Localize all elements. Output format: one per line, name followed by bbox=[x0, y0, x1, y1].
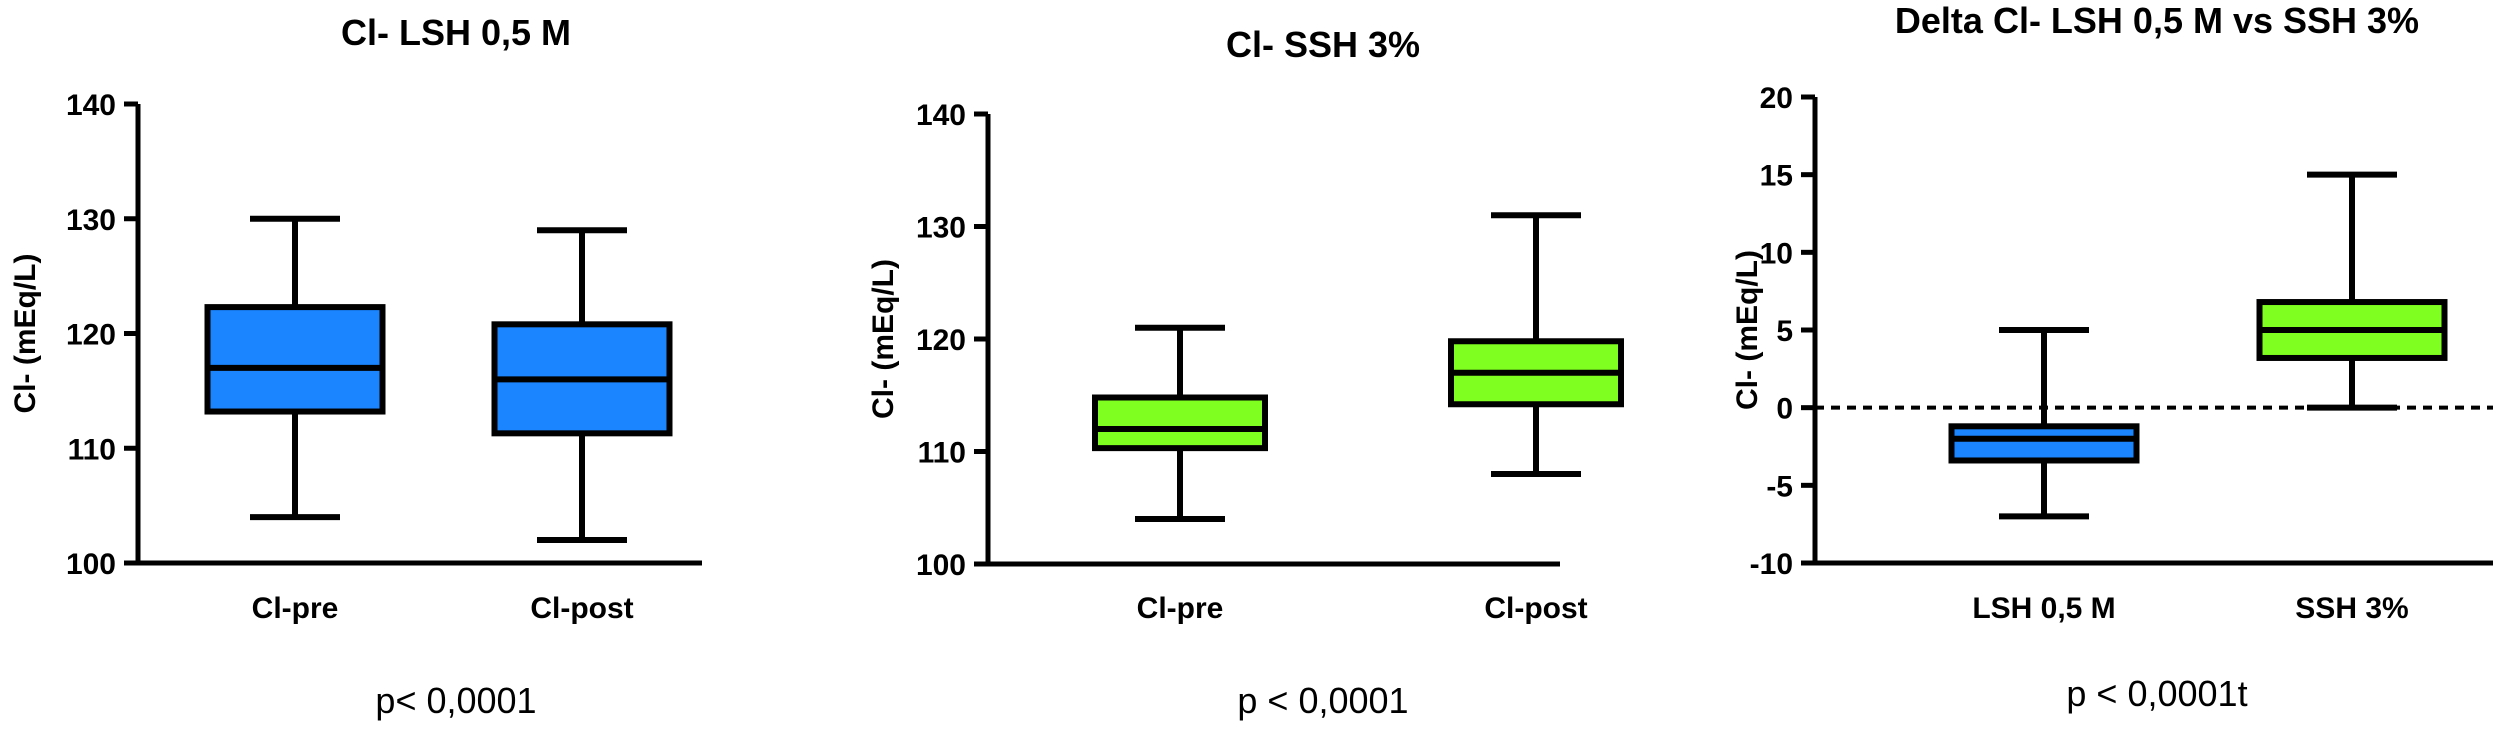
y-tick-label: 5 bbox=[1776, 315, 1793, 348]
y-axis-label: Cl- (mEq/L) bbox=[1731, 250, 1764, 410]
y-tick-label: 120 bbox=[916, 324, 966, 357]
y-tick-label: -10 bbox=[1750, 548, 1793, 581]
y-tick-label: 130 bbox=[66, 204, 116, 237]
x-category-label: Cl-pre bbox=[252, 592, 339, 625]
y-tick-label: 10 bbox=[1760, 237, 1793, 270]
box-cl-post: Cl-post bbox=[491, 227, 673, 625]
chart-title: Cl- LSH 0,5 M bbox=[341, 12, 571, 53]
chart-panel-1: Cl- LSH 0,5 M Cl- (mEq/L) 100 110 120 130 140 C… bbox=[9, 12, 702, 721]
x-category-label: Cl-pre bbox=[1137, 592, 1224, 625]
y-tick-label: 120 bbox=[66, 319, 116, 352]
box-cl-pre: Cl-pre bbox=[1092, 324, 1268, 625]
p-value-annotation: p < 0,0001t bbox=[2066, 673, 2247, 714]
chart-panel-2: Cl- SSH 3% Cl- (mEq/L) 100 110 120 130 140 Cl-p… bbox=[867, 24, 1624, 721]
iqr-box bbox=[1948, 423, 2140, 464]
box-lsh-0-5-m: LSH 0,5 M bbox=[1948, 327, 2140, 625]
y-tick-label: 20 bbox=[1760, 82, 1793, 115]
p-value-annotation: p < 0,0001 bbox=[1237, 680, 1408, 721]
y-axis-label: Cl- (mEq/L) bbox=[9, 254, 42, 414]
y-tick-label: 15 bbox=[1760, 160, 1793, 193]
y-tick-label: 100 bbox=[66, 548, 116, 581]
y-tick-label: 140 bbox=[916, 99, 966, 132]
box-cl-post: Cl-post bbox=[1448, 212, 1624, 625]
x-category-label: LSH 0,5 M bbox=[1972, 592, 2115, 625]
y-tick-label: 110 bbox=[918, 437, 966, 470]
y-tick-label: 110 bbox=[68, 433, 116, 466]
y-tick-label: 140 bbox=[66, 89, 116, 122]
chart-title: Cl- SSH 3% bbox=[1226, 24, 1420, 65]
chart-panel-3: Delta Cl- LSH 0,5 M vs SSH 3% Cl- (mEq/L)… bbox=[1731, 0, 2493, 714]
box-cl-pre: Cl-pre bbox=[204, 215, 386, 625]
y-tick-label: -5 bbox=[1766, 470, 1793, 503]
y-tick-label: 100 bbox=[916, 549, 966, 582]
y-axis-label: Cl- (mEq/L) bbox=[867, 259, 900, 419]
chart-title: Delta Cl- LSH 0,5 M vs SSH 3% bbox=[1895, 0, 2419, 41]
p-value-annotation: p< 0,0001 bbox=[375, 680, 536, 721]
x-category-label: Cl-post bbox=[1484, 592, 1587, 625]
iqr-box bbox=[204, 304, 386, 415]
box-ssh-3-: SSH 3% bbox=[2256, 171, 2448, 625]
y-tick-label: 0 bbox=[1776, 393, 1793, 426]
y-tick-label: 130 bbox=[916, 212, 966, 245]
x-category-label: Cl-post bbox=[530, 592, 633, 625]
x-category-label: SSH 3% bbox=[2295, 592, 2408, 625]
iqr-box bbox=[1092, 394, 1268, 452]
